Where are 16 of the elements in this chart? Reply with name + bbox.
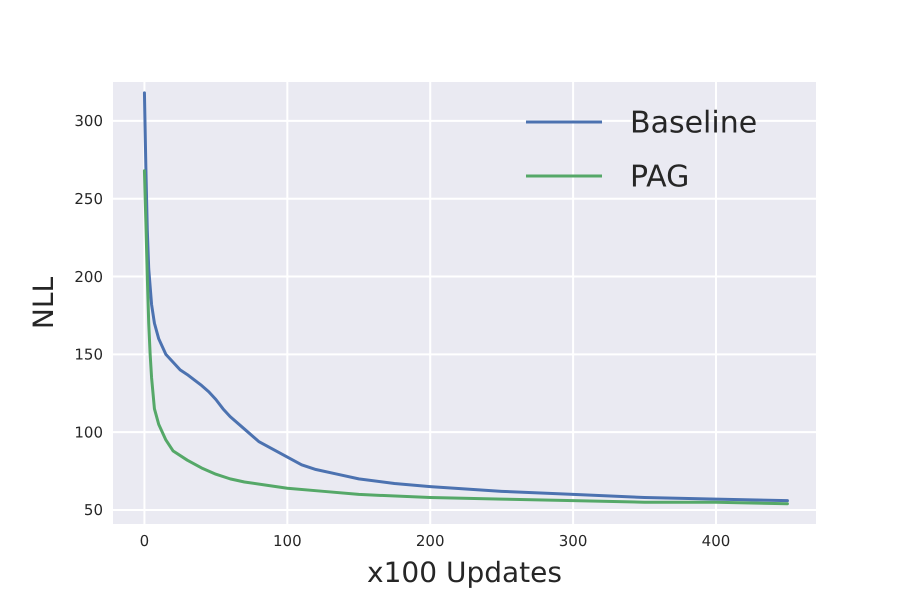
- x-tick-label: 200: [416, 532, 445, 550]
- x-axis-title: x100 Updates: [367, 556, 562, 589]
- y-tick-label: 100: [74, 423, 103, 442]
- x-tick-label: 0: [140, 532, 150, 550]
- y-tick-label: 150: [74, 346, 103, 364]
- y-tick-label: 300: [74, 112, 103, 130]
- y-tick-label: 250: [74, 190, 103, 208]
- line-series: [142, 91, 789, 502]
- x-tick-label: 400: [702, 532, 730, 550]
- legend-label: PAG: [630, 160, 690, 194]
- x-tick-label: 300: [558, 532, 588, 550]
- legend-label: Baseline: [630, 106, 758, 140]
- y-axis-title: NLL: [27, 276, 60, 330]
- y-tick-label: 200: [74, 268, 103, 286]
- x-tick-label: 100: [273, 532, 302, 550]
- y-tick-label: 50: [84, 501, 103, 520]
